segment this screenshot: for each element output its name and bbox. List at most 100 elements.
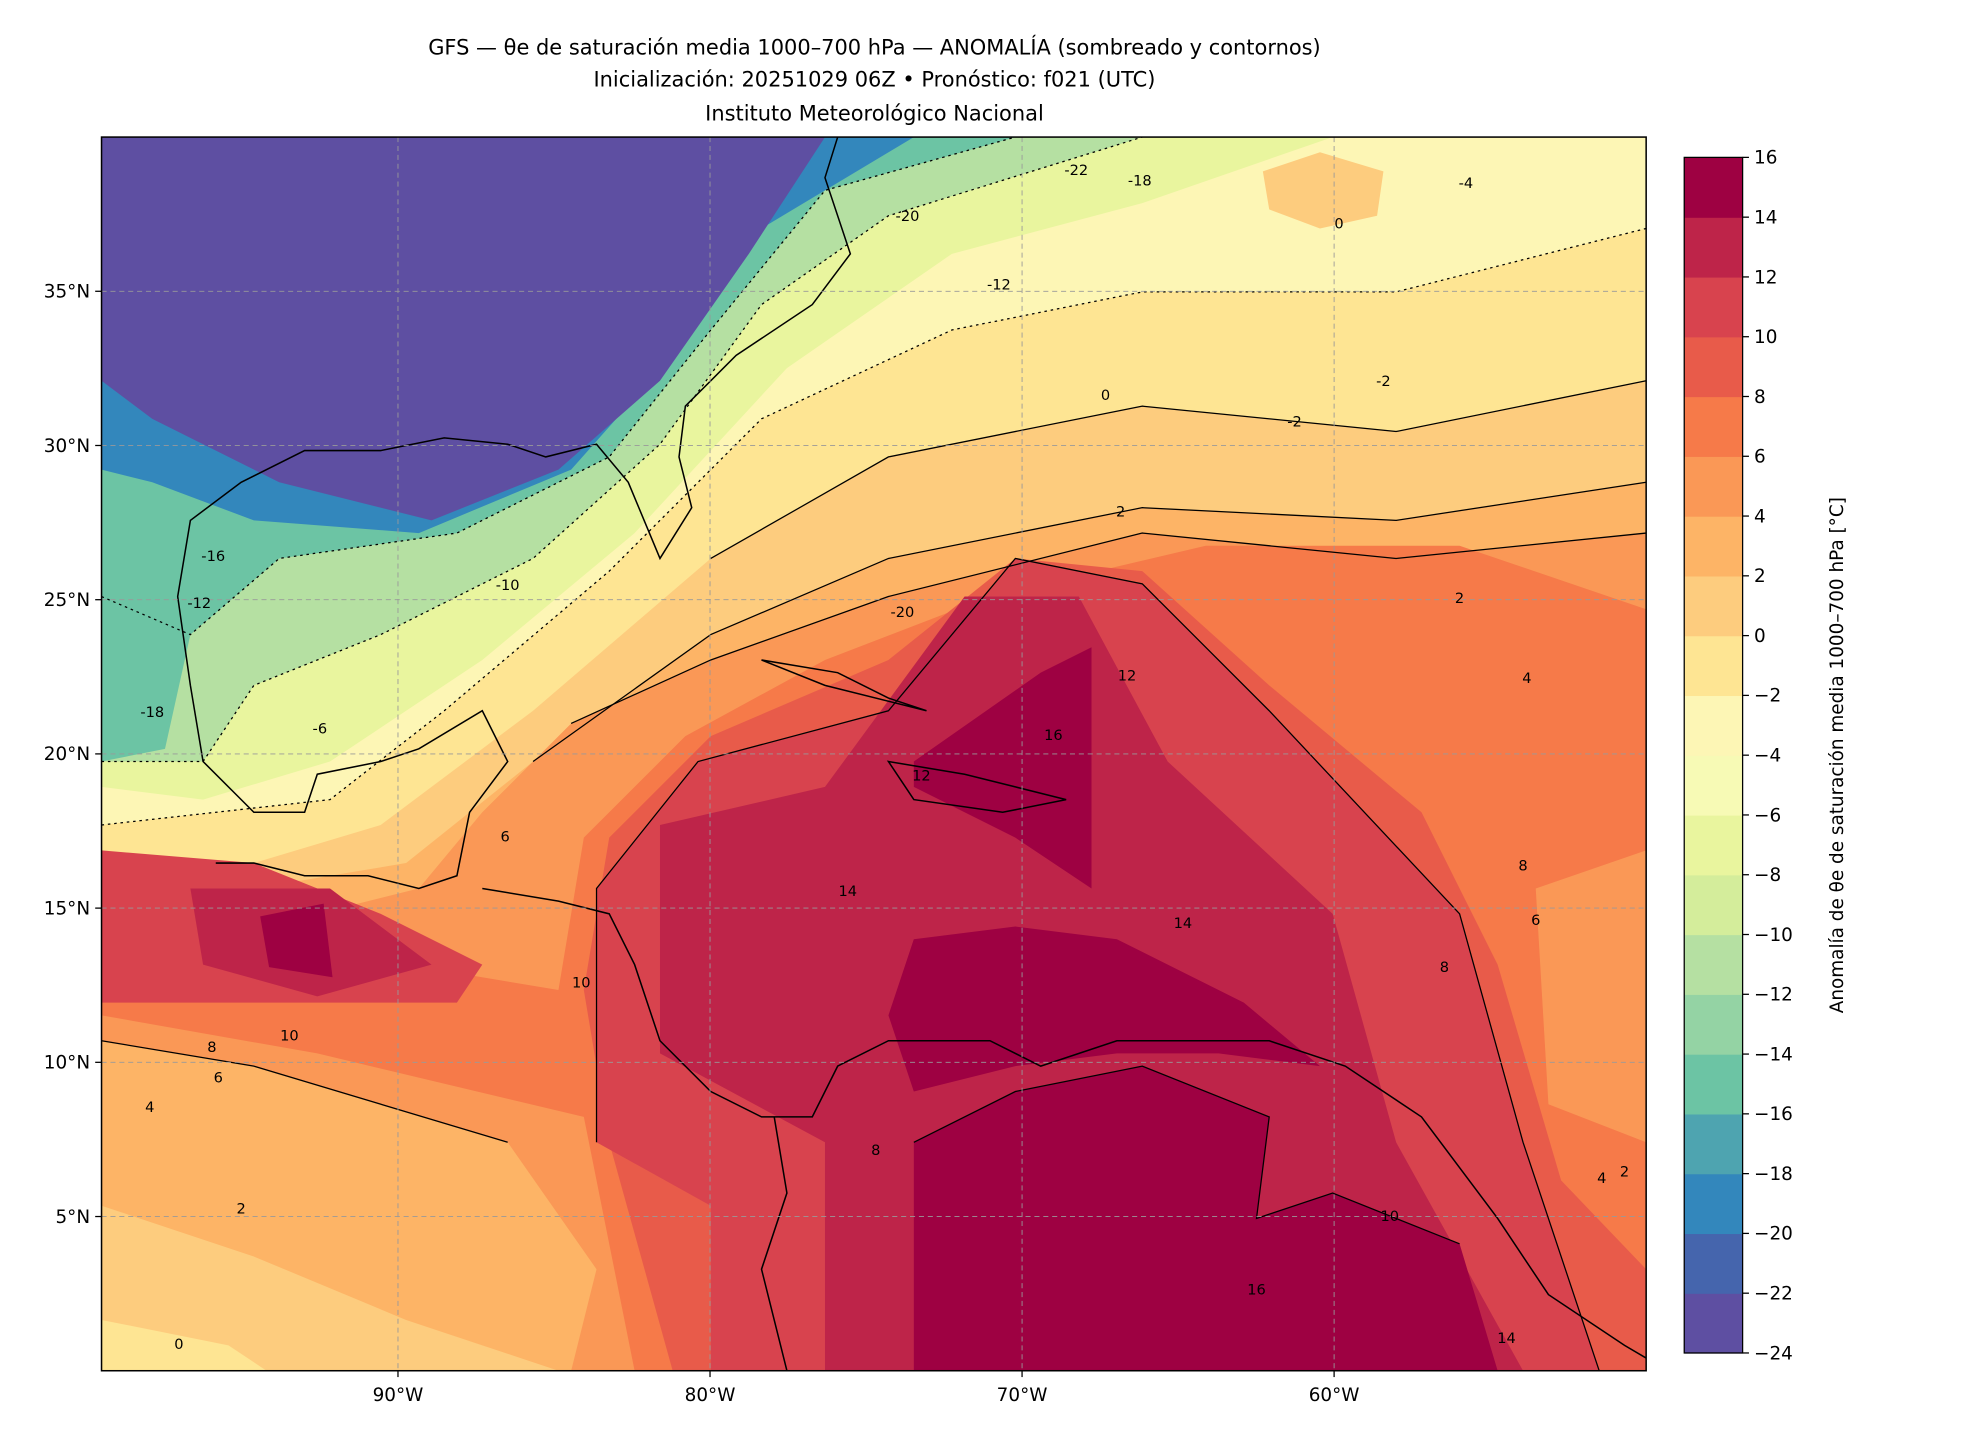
contour-label: -18 xyxy=(1128,172,1152,189)
colorbar-tick-label: 8 xyxy=(1754,387,1766,408)
colorbar-bin xyxy=(1684,1173,1743,1235)
contour-line-neg4 xyxy=(101,227,1647,826)
contour-label: -2 xyxy=(1376,373,1391,390)
colorbar-tick-label: −24 xyxy=(1754,1343,1793,1364)
contour-label: 4 xyxy=(145,1099,154,1116)
colorbar-bin xyxy=(1684,874,1743,936)
contour-label: 2 xyxy=(237,1200,246,1217)
colorbar-bin xyxy=(1684,1293,1743,1354)
contour-label: 6 xyxy=(214,1070,223,1087)
axes: 90°W 80°W 70°W 60°W 5°N 10°N 15°N 20°N 25°N 30°N 3… xyxy=(44,282,1360,1407)
gridlines xyxy=(101,137,1647,1371)
contour-label: 6 xyxy=(501,828,510,845)
contour-label: 8 xyxy=(1440,959,1449,976)
contour-label: 4 xyxy=(1522,670,1531,687)
colorbar-tick-label: −8 xyxy=(1754,865,1781,886)
colorbar-bin xyxy=(1684,1054,1743,1115)
x-tick-label: 80°W xyxy=(685,1385,736,1406)
colorbar-bin xyxy=(1684,695,1743,756)
contour-label: -2 xyxy=(1287,413,1302,430)
colorbar-tick-label: 14 xyxy=(1754,208,1777,229)
chart-credit: Instituto Meteorológico Nacional xyxy=(705,102,1044,126)
field-0-2-ne xyxy=(1262,152,1384,229)
colorbar-bin xyxy=(1684,814,1743,876)
contour-label: -6 xyxy=(313,721,328,738)
colorbar-bin xyxy=(1684,934,1743,995)
contour-label: 14 xyxy=(1174,915,1193,932)
chart-subtitle: Inicialización: 20251029 06Z • Pronóstic… xyxy=(593,67,1155,91)
contour-label: 14 xyxy=(1497,1330,1516,1347)
y-tick-label: 10°N xyxy=(44,1053,90,1074)
colorbar-tick-label: 6 xyxy=(1754,447,1766,468)
contour-label: 8 xyxy=(1518,858,1527,875)
contour-line-14 xyxy=(913,1065,1460,1245)
contour-line-2 xyxy=(532,481,1647,763)
colorbar-tick-label: −12 xyxy=(1754,985,1793,1006)
contour-label: 10 xyxy=(280,1028,299,1045)
contour-label: -20 xyxy=(890,604,914,621)
colorbar-bin xyxy=(1684,516,1743,577)
contour-line-neg10 xyxy=(101,137,1143,763)
contour-label: 0 xyxy=(1101,387,1110,404)
colorbar-tick-label: 12 xyxy=(1754,267,1777,288)
colorbar-bin xyxy=(1684,1233,1743,1294)
contour-label: 2 xyxy=(1116,504,1125,521)
chart-title: GFS — θe de saturación media 1000–700 hP… xyxy=(428,35,1321,60)
contour-label: 0 xyxy=(1334,215,1343,232)
contour-label: -4 xyxy=(1459,175,1474,192)
contour-label: 8 xyxy=(207,1039,216,1056)
colorbar-tick-label: −2 xyxy=(1754,686,1781,707)
contour-label: 10 xyxy=(572,974,591,991)
field-14-16-c xyxy=(913,1066,1498,1371)
colorbar-bin xyxy=(1684,456,1743,517)
colorbar-tick-label: 4 xyxy=(1754,506,1766,527)
contour-label: 16 xyxy=(1044,727,1063,744)
contour-label: 2 xyxy=(1620,1164,1629,1181)
colorbar-bin xyxy=(1684,336,1743,398)
colorbar-tick-label: −22 xyxy=(1754,1284,1793,1305)
contour-labels: -22 -20 -18 -16 -12 -10 -6 -4 -2 0 2 4 6… xyxy=(140,162,1629,1353)
colorbar-tick-label: −14 xyxy=(1754,1044,1793,1065)
contour-label: -20 xyxy=(896,208,920,225)
contour-label: -12 xyxy=(187,595,211,612)
contour-label: 4 xyxy=(1597,1170,1606,1187)
colorbar-tick-label: −4 xyxy=(1754,746,1781,767)
x-tick-label: 70°W xyxy=(997,1385,1048,1406)
colorbar-bin xyxy=(1684,157,1743,218)
colorbar-tick-label: 2 xyxy=(1754,566,1766,587)
y-tick-label: 5°N xyxy=(55,1207,90,1228)
coastline xyxy=(176,137,1647,1371)
colorbar-tick-label: −18 xyxy=(1754,1164,1793,1185)
colorbar: −24−22−20−18−16−14−12−10−8−6−4−202468101… xyxy=(1683,148,1793,1364)
colorbar-bin xyxy=(1684,1113,1743,1175)
colorbar-label: Anomalía de θe de saturación media 1000–… xyxy=(1827,497,1848,1013)
contour-label: 12 xyxy=(912,768,931,785)
contour-label: 0 xyxy=(174,1336,183,1353)
colorbar-tick-label: −10 xyxy=(1754,925,1793,946)
contour-label: -18 xyxy=(140,704,164,721)
contour-label: 14 xyxy=(839,883,858,900)
colorbar-tick-label: −16 xyxy=(1754,1104,1793,1125)
colorbar-bin xyxy=(1684,994,1743,1055)
contour-label: 16 xyxy=(1247,1282,1266,1299)
contour-line-0 xyxy=(710,380,1647,559)
contour-line-10 xyxy=(595,557,1600,1371)
colorbar-bin xyxy=(1684,396,1743,457)
contour-line-neg16 xyxy=(101,137,1016,636)
y-tick-label: 35°N xyxy=(44,282,90,303)
contour-label: -12 xyxy=(987,276,1011,293)
map-plot-area: -22 -20 -18 -16 -12 -10 -6 -4 -2 0 2 4 6… xyxy=(101,137,1647,1371)
contour-label: 2 xyxy=(1455,590,1464,607)
field-neg24-neg22 xyxy=(101,137,825,521)
colorbar-tick-label: 16 xyxy=(1754,148,1777,169)
contour-label: 12 xyxy=(1118,667,1137,684)
field-neg2-0-sw xyxy=(101,1319,267,1371)
colorbar-tick-label: 10 xyxy=(1754,327,1777,348)
y-tick-label: 25°N xyxy=(44,590,90,611)
colorbar-tick-label: −6 xyxy=(1754,805,1781,826)
contour-label: 10 xyxy=(1380,1208,1399,1225)
field-14-16-b xyxy=(888,926,1320,1092)
colorbar-bin xyxy=(1684,217,1743,278)
x-tick-label: 60°W xyxy=(1309,1385,1360,1406)
